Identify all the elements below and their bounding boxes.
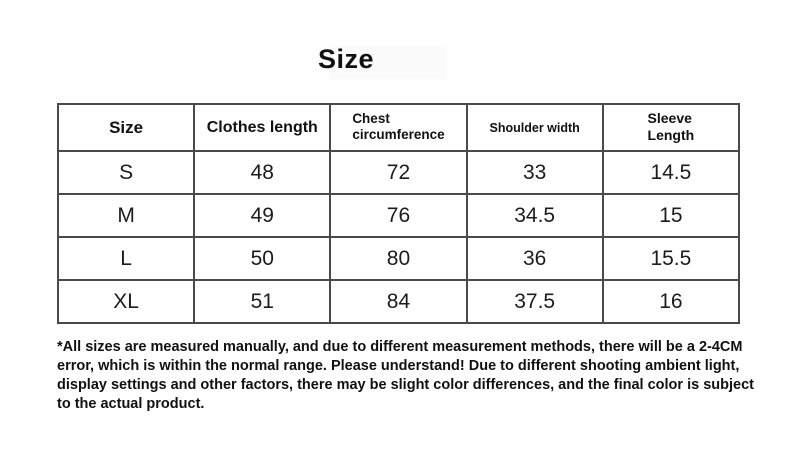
table-row-xl: XL 51 84 37.5 16 [56, 279, 741, 324]
table-row-s: S 48 72 33 14.5 [56, 150, 741, 195]
clothes-length-cell: 51 [193, 279, 332, 324]
size-label-cell: L [56, 236, 196, 281]
size-label-cell: S [56, 150, 196, 195]
column-header-chest-circumference: Chest circumference [329, 103, 468, 152]
size-table: Size Clothes length Chest circumference … [56, 103, 741, 324]
page-title: Size [317, 44, 375, 74]
shoulder-width-cell: 34.5 [465, 193, 604, 238]
column-header-sleeve-length-label: Sleeve Length [647, 109, 695, 144]
column-header-size: Size [56, 103, 196, 152]
clothes-length-cell: 48 [193, 150, 332, 195]
chest-circumference-cell: 72 [329, 150, 468, 195]
sleeve-length-cell: 15.5 [601, 236, 741, 281]
chest-circumference-cell: 84 [329, 279, 468, 324]
sleeve-length-cell: 16 [601, 279, 741, 324]
clothes-length-cell: 50 [193, 236, 332, 281]
shoulder-width-cell: 37.5 [465, 279, 604, 324]
shoulder-width-cell: 33 [465, 150, 604, 195]
column-header-clothes-length-label: Clothes length [206, 118, 318, 136]
sleeve-length-cell: 15 [601, 193, 741, 238]
shoulder-width-cell: 36 [465, 236, 604, 281]
table-header-row: Size Clothes length Chest circumference … [56, 103, 741, 152]
column-header-chest-circumference-label: Chest circumference [352, 110, 445, 143]
size-label-cell: XL [56, 279, 196, 324]
column-header-size-label: Size [109, 117, 144, 137]
table-row-l: L 50 80 36 15.5 [56, 236, 741, 281]
column-header-shoulder-width-label: Shoulder width [489, 120, 580, 135]
column-header-sleeve-length: Sleeve Length [601, 103, 741, 152]
sleeve-length-cell: 14.5 [601, 150, 741, 195]
title-background-highlight [330, 46, 446, 79]
table-row-m: M 49 76 34.5 15 [56, 193, 741, 238]
disclaimer-text: *All sizes are measured manually, and du… [57, 339, 754, 412]
column-header-clothes-length: Clothes length [193, 103, 332, 152]
column-header-shoulder-width: Shoulder width [465, 103, 604, 152]
size-label-cell: M [56, 193, 196, 238]
clothes-length-cell: 49 [193, 193, 332, 238]
chest-circumference-cell: 80 [329, 236, 468, 281]
chest-circumference-cell: 76 [329, 193, 468, 238]
